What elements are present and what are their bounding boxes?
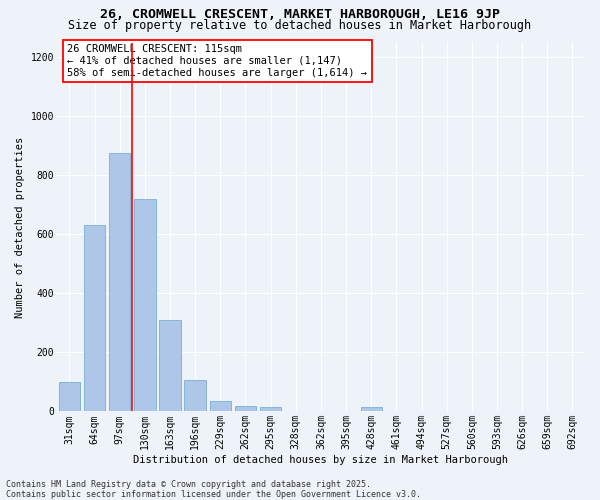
- Bar: [109, 153, 130, 411]
- Text: 26 CROMWELL CRESCENT: 115sqm
← 41% of detached houses are smaller (1,147)
58% of: 26 CROMWELL CRESCENT: 115sqm ← 41% of de…: [67, 44, 367, 78]
- Bar: [84, 226, 105, 412]
- Bar: [361, 407, 382, 412]
- Bar: [209, 401, 231, 411]
- X-axis label: Distribution of detached houses by size in Market Harborough: Distribution of detached houses by size …: [133, 455, 508, 465]
- Bar: [260, 407, 281, 412]
- Bar: [235, 406, 256, 411]
- Bar: [59, 382, 80, 412]
- Bar: [134, 199, 155, 412]
- Bar: [160, 320, 181, 412]
- Bar: [184, 380, 206, 412]
- Text: 26, CROMWELL CRESCENT, MARKET HARBOROUGH, LE16 9JP: 26, CROMWELL CRESCENT, MARKET HARBOROUGH…: [100, 8, 500, 20]
- Text: Size of property relative to detached houses in Market Harborough: Size of property relative to detached ho…: [68, 19, 532, 32]
- Text: Contains HM Land Registry data © Crown copyright and database right 2025.
Contai: Contains HM Land Registry data © Crown c…: [6, 480, 421, 499]
- Y-axis label: Number of detached properties: Number of detached properties: [15, 136, 25, 318]
